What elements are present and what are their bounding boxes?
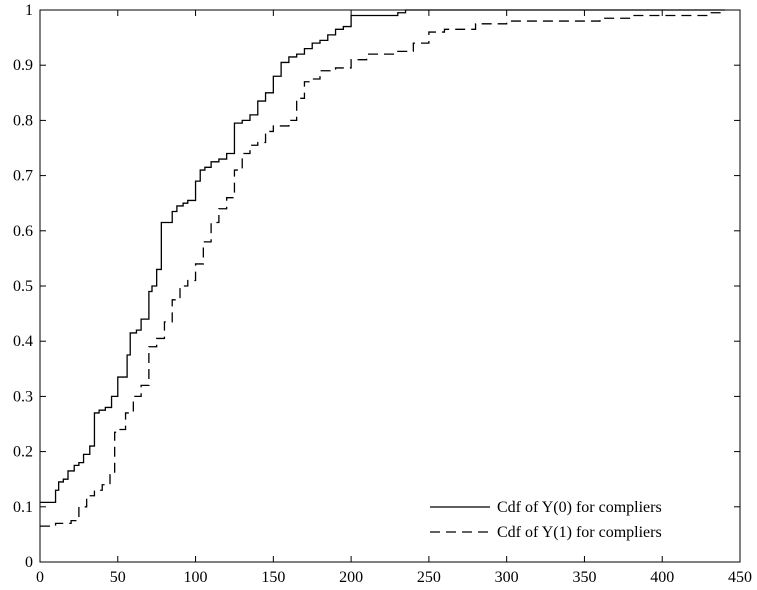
y-tick-label: 0.7: [13, 168, 33, 185]
x-tick-label: 300: [495, 569, 519, 586]
legend: Cdf of Y(0) for compliers Cdf of Y(1) fo…: [420, 490, 730, 550]
legend-box: [420, 490, 730, 550]
y-tick-label: 1: [25, 2, 33, 19]
plot-area-frame: [39, 9, 741, 563]
series-line-y0: [40, 9, 725, 504]
legend-label-y1: Cdf of Y(1) for compliers: [497, 524, 662, 541]
x-tick-label: 250: [417, 569, 441, 586]
y-tick-label: 0.6: [13, 223, 33, 240]
x-tick-label: 100: [184, 569, 208, 586]
x-tick-label: 50: [110, 569, 126, 586]
y-tick-label: 0.2: [13, 444, 33, 461]
x-tick-label: 350: [572, 569, 596, 586]
y-tick-label: 0: [25, 554, 33, 571]
x-tick-label: 150: [261, 569, 285, 586]
y-tick-label: 0.9: [13, 57, 33, 74]
x-tick-label: 400: [650, 569, 674, 586]
y-tick-label: 0.8: [13, 112, 33, 129]
x-tick-label: 200: [339, 569, 363, 586]
x-tick-label: 0: [36, 569, 44, 586]
legend-label-y0: Cdf of Y(0) for compliers: [497, 499, 662, 516]
x-tick-label: 450: [728, 569, 752, 586]
y-tick-label: 0.5: [13, 278, 33, 295]
y-axis: 0 0.1 0.2 0.3 0.4 0.5 0.6 0.7 0.8 0.9 1: [13, 2, 740, 571]
series-line-y1: [40, 10, 726, 527]
y-tick-label: 0.1: [13, 499, 33, 516]
y-tick-label: 0.4: [13, 333, 33, 350]
series-layer: [40, 9, 726, 527]
y-tick-label: 0.3: [13, 388, 33, 405]
x-axis: 0 50 100 150 200 250 300 350 400 450: [36, 10, 752, 586]
